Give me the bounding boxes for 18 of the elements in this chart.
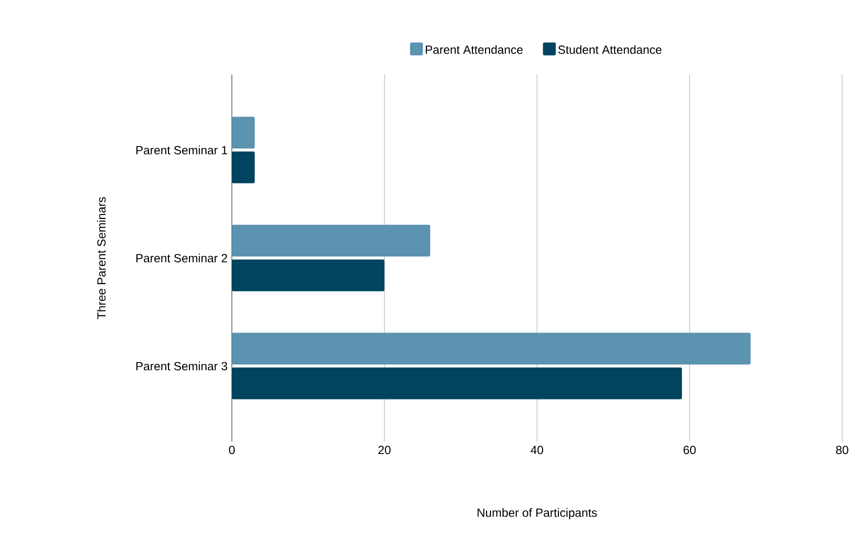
legend-label: Parent Attendance — [426, 45, 523, 54]
x-tick-label: 40 — [530, 446, 544, 454]
y-axis-title: Three Parent Seminars — [96, 197, 106, 320]
y-tick-label: Parent Seminar 1 — [136, 146, 228, 154]
y-tick-label: Parent Seminar 2 — [136, 254, 228, 262]
x-axis-title: Number of Participants — [478, 508, 597, 520]
bar — [232, 332, 751, 365]
x-tick-label: 20 — [378, 446, 391, 454]
x-tick-label: 60 — [684, 446, 696, 454]
bar — [232, 152, 255, 184]
y-tick-label: Parent Seminar 3 — [136, 362, 228, 370]
bar — [232, 368, 682, 400]
bar — [232, 260, 384, 292]
bar — [232, 116, 255, 149]
x-tick-label: 80 — [836, 446, 848, 454]
x-tick-label: 0 — [229, 446, 235, 454]
legend-label: Student Attendance — [558, 45, 662, 54]
bar — [232, 224, 430, 257]
